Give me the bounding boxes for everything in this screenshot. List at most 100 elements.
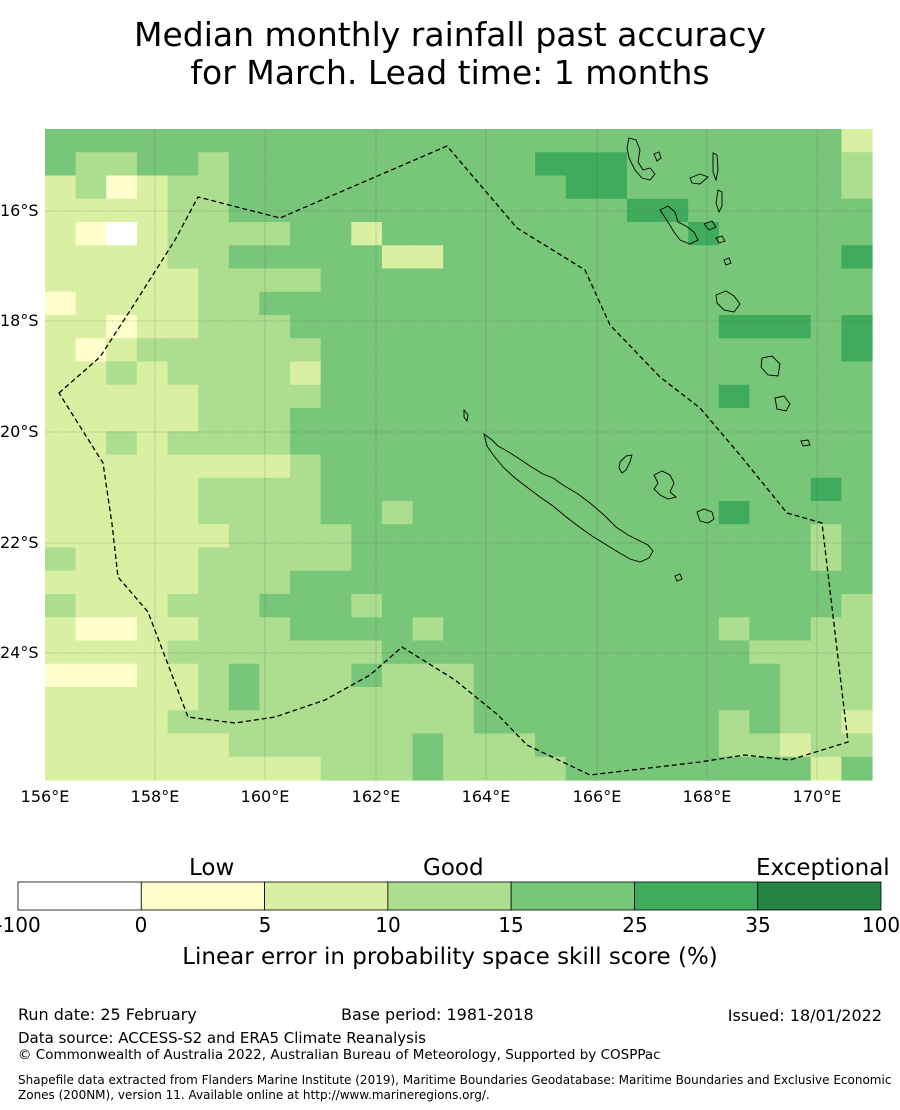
grid-cell bbox=[351, 524, 383, 549]
grid-cell bbox=[228, 431, 261, 456]
grid-cell bbox=[106, 408, 138, 432]
lon-label-170e: 170°E bbox=[792, 787, 842, 806]
grid-cell bbox=[198, 524, 230, 549]
grid-cell bbox=[565, 756, 597, 781]
grid-cell bbox=[688, 501, 720, 525]
grid-cell bbox=[626, 315, 659, 339]
grid-cell bbox=[810, 640, 842, 665]
grid-cell bbox=[535, 733, 567, 758]
grid-cell bbox=[320, 547, 352, 572]
grid-cell bbox=[167, 687, 199, 711]
grid-cell bbox=[320, 361, 352, 386]
grid-cell bbox=[810, 152, 842, 177]
grid-cell bbox=[106, 710, 138, 735]
grid-cell bbox=[381, 384, 414, 409]
map-gridlines bbox=[45, 129, 872, 780]
grid-cell bbox=[565, 663, 597, 688]
grid-cell bbox=[75, 617, 107, 642]
grid-cell bbox=[443, 408, 475, 432]
grid-cell bbox=[626, 291, 659, 316]
grid-cell bbox=[228, 338, 261, 363]
grid-cell bbox=[45, 315, 77, 339]
grid-cell bbox=[841, 617, 873, 642]
grid-cell bbox=[45, 501, 77, 525]
grid-cell bbox=[45, 175, 77, 200]
grid-cell bbox=[259, 175, 291, 200]
grid-cell bbox=[351, 640, 383, 665]
lat-label-16s: 16°S bbox=[0, 201, 39, 220]
grid-cell bbox=[381, 640, 414, 665]
grid-cell bbox=[718, 431, 751, 456]
grid-cell bbox=[473, 408, 506, 432]
grid-cell bbox=[780, 315, 812, 339]
grid-cell bbox=[596, 338, 628, 363]
grid-cell bbox=[136, 454, 169, 479]
grid-cell bbox=[198, 710, 230, 735]
grid-cell bbox=[381, 408, 414, 432]
grid-cell bbox=[688, 570, 720, 595]
grid-cell bbox=[749, 268, 781, 293]
grid-cell bbox=[381, 315, 414, 339]
grid-cell bbox=[320, 663, 352, 688]
grid-cell bbox=[290, 408, 322, 432]
grid-cell bbox=[198, 454, 230, 479]
grid-cell bbox=[718, 291, 751, 316]
grid-cell bbox=[381, 617, 414, 642]
grid-cell bbox=[596, 315, 628, 339]
grid-cell bbox=[535, 501, 567, 525]
grid-cell bbox=[75, 524, 107, 549]
grid-cell bbox=[780, 454, 812, 479]
grid-cell bbox=[320, 408, 352, 432]
grid-cell bbox=[565, 640, 597, 665]
grid-cell bbox=[626, 617, 659, 642]
grid-cell bbox=[504, 477, 536, 502]
belep-islands bbox=[463, 408, 469, 423]
grid-cell bbox=[749, 431, 781, 456]
grid-cell bbox=[596, 175, 628, 200]
grid-cell bbox=[780, 663, 812, 688]
grid-cell bbox=[657, 245, 689, 270]
grid-cell bbox=[412, 547, 444, 572]
grid-cell bbox=[565, 245, 597, 270]
grid-cell bbox=[504, 594, 536, 618]
grid-cell bbox=[473, 594, 506, 618]
grid-cell bbox=[381, 594, 414, 618]
grid-cell bbox=[75, 454, 107, 479]
grid-cell bbox=[810, 617, 842, 642]
grid-cell bbox=[290, 338, 322, 363]
grid-cell bbox=[718, 524, 751, 549]
grid-cell bbox=[688, 338, 720, 363]
lon-label-164e: 164°E bbox=[461, 787, 511, 806]
grid-cell bbox=[596, 570, 628, 595]
grid-cell bbox=[841, 291, 873, 316]
grid-cell bbox=[657, 315, 689, 339]
grid-cell bbox=[412, 710, 444, 735]
grid-cell bbox=[351, 756, 383, 781]
grid-cell bbox=[167, 477, 199, 502]
grid-cell bbox=[443, 501, 475, 525]
loyalty-island-ouvea bbox=[618, 454, 633, 474]
grid-cell bbox=[45, 431, 77, 456]
grid-cell bbox=[136, 524, 169, 549]
grid-cell bbox=[198, 570, 230, 595]
grid-cell bbox=[75, 570, 107, 595]
grid-cell bbox=[535, 198, 567, 223]
lon-label-158e: 158°E bbox=[130, 787, 180, 806]
grid-cell bbox=[718, 268, 751, 293]
grid-cell bbox=[198, 338, 230, 363]
grid-cell bbox=[688, 431, 720, 456]
grid-cell bbox=[320, 710, 352, 735]
grid-cell bbox=[351, 710, 383, 735]
grid-cell bbox=[228, 152, 261, 177]
grid-cell bbox=[626, 175, 659, 200]
colorbar-tick-minus100: -100 bbox=[0, 913, 41, 937]
grid-cell bbox=[167, 175, 199, 200]
grid-cell bbox=[290, 477, 322, 502]
grid-cell bbox=[412, 733, 444, 758]
grid-cell bbox=[75, 384, 107, 409]
grid-cell bbox=[259, 222, 291, 246]
grid-cell bbox=[259, 129, 291, 153]
grid-cell bbox=[504, 710, 536, 735]
loyalty-island-mare bbox=[696, 508, 715, 524]
grid-cell bbox=[167, 129, 199, 153]
